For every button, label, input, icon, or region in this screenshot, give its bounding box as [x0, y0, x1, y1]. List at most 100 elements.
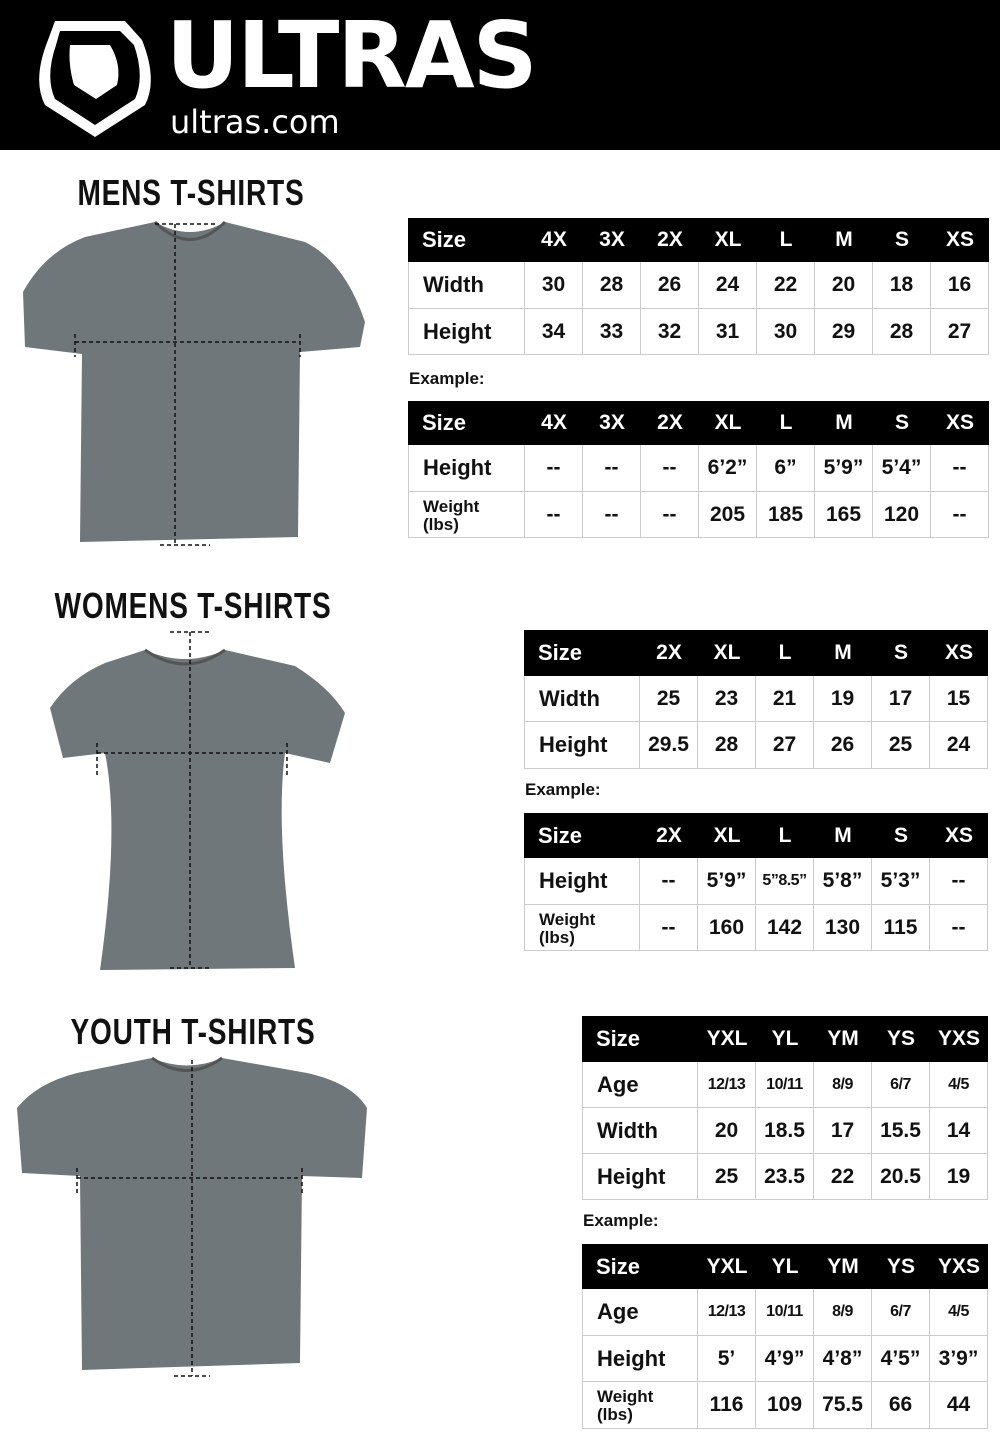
- table-row: Weight (lbs) 116 109 75.5 66 44: [582, 1382, 988, 1429]
- table-cell: 5’3”: [872, 858, 930, 904]
- womens-measure-table: Size 2X XL L M S XS Width 25 23 21 19 17 15 Height 29.5…: [524, 630, 988, 769]
- row-label: Height: [524, 858, 640, 904]
- table-row: Height -- 5’9” 5”8.5” 5’8” 5’3” --: [524, 858, 988, 905]
- brand-name: ULTRAS: [166, 2, 538, 109]
- header-size: 2X: [656, 641, 682, 664]
- table-cell: 20: [698, 1108, 756, 1153]
- header-size: XL: [713, 823, 741, 847]
- table-cell: --: [640, 905, 698, 950]
- table-cell: 116: [698, 1382, 756, 1428]
- header-size: L: [779, 228, 793, 251]
- table-cell: 44: [930, 1382, 988, 1428]
- table-cell: 18.5: [756, 1108, 814, 1153]
- table-cell: 19: [814, 676, 872, 721]
- header-label: Size: [596, 1253, 641, 1279]
- table-cell: 205: [699, 492, 757, 537]
- table-cell: 4/5: [930, 1062, 988, 1107]
- header-size: XS: [945, 228, 974, 251]
- table-cell: 32: [641, 309, 699, 354]
- table-row: Width 25 23 21 19 17 15: [524, 676, 988, 722]
- mens-shirt-image: [23, 220, 365, 546]
- womens-example-label: Example:: [525, 780, 601, 799]
- table-cell: 4’9”: [756, 1336, 814, 1381]
- header-size: S: [894, 228, 909, 251]
- table-cell: 160: [698, 905, 756, 950]
- table-cell: 8/9: [814, 1062, 872, 1107]
- header-size: L: [778, 641, 792, 664]
- table-cell: 10/11: [756, 1289, 814, 1335]
- youth-example-label: Example:: [583, 1211, 659, 1230]
- table-header-row: Size YXL YL YM YS YXS: [582, 1016, 988, 1062]
- table-cell: --: [641, 445, 699, 491]
- row-label: Height: [524, 722, 640, 768]
- table-cell: 30: [525, 262, 583, 308]
- table-cell: 6/7: [872, 1062, 930, 1107]
- brand-domain: ultras.com: [170, 103, 340, 141]
- table-cell: 4’5”: [872, 1336, 930, 1381]
- row-label: Weight (lbs): [408, 492, 525, 537]
- header-size: YS: [886, 1254, 915, 1278]
- table-cell: 17: [872, 676, 930, 721]
- header-size: YXS: [937, 1254, 981, 1278]
- row-label: Width: [408, 262, 525, 308]
- header-size: YM: [827, 1254, 859, 1278]
- shield-logo-icon: [39, 21, 151, 137]
- table-cell: 17: [814, 1108, 872, 1153]
- table-cell: 130: [814, 905, 872, 950]
- header-size: YS: [886, 1027, 915, 1050]
- header-size: YL: [771, 1254, 799, 1278]
- header-size: XS: [944, 823, 973, 847]
- table-cell: 24: [930, 722, 988, 768]
- brand-banner: ULTRAS ultras.com: [0, 0, 1000, 150]
- header-size: S: [894, 411, 909, 434]
- table-cell: 27: [931, 309, 989, 354]
- header-label: Size: [422, 410, 467, 435]
- header-label: Size: [422, 227, 467, 252]
- header-size: S: [893, 641, 908, 664]
- table-header-row: Size 2X XL L M S XS: [524, 630, 988, 676]
- table-cell: 28: [873, 309, 931, 354]
- table-cell: 6/7: [872, 1289, 930, 1335]
- header-size: YL: [771, 1027, 799, 1050]
- header-size: M: [834, 823, 852, 847]
- header-size: M: [835, 228, 853, 251]
- table-cell: 75.5: [814, 1382, 872, 1428]
- table-cell: --: [525, 445, 583, 491]
- table-cell: --: [583, 492, 641, 537]
- table-row: Height 34 33 32 31 30 29 28 27: [408, 309, 989, 355]
- table-cell: 22: [814, 1154, 872, 1199]
- table-header-row: Size YXL YL YM YS YXS: [582, 1244, 988, 1289]
- table-cell: --: [525, 492, 583, 537]
- mens-example-label: Example:: [409, 369, 485, 388]
- mens-title: MENS T-SHIRTS: [77, 172, 305, 213]
- table-header-row: Size 4X 3X 2X XL L M S XS: [408, 401, 989, 445]
- header-size: 2X: [657, 411, 683, 434]
- table-cell: 15: [930, 676, 988, 721]
- header-label: Size: [538, 640, 583, 665]
- table-cell: 29: [815, 309, 873, 354]
- header-size: M: [834, 641, 852, 664]
- header-size: M: [835, 411, 853, 434]
- table-cell: --: [930, 905, 988, 950]
- table-cell: 12/13: [698, 1062, 756, 1107]
- row-label: Weight (lbs): [524, 905, 640, 950]
- row-label: Height: [582, 1154, 698, 1199]
- table-row: Height 5’ 4’9” 4’8” 4’5” 3’9”: [582, 1336, 988, 1382]
- table-cell: 4/5: [930, 1289, 988, 1335]
- table-cell: 27: [756, 722, 814, 768]
- table-cell: 3’9”: [930, 1336, 988, 1381]
- table-cell: 4’8”: [814, 1336, 872, 1381]
- table-cell: 34: [525, 309, 583, 354]
- table-cell: 25: [872, 722, 930, 768]
- table-cell: 20.5: [872, 1154, 930, 1199]
- table-cell: 21: [756, 676, 814, 721]
- table-cell: 23.5: [756, 1154, 814, 1199]
- table-cell: 14: [930, 1108, 988, 1153]
- row-label: Age: [582, 1062, 698, 1107]
- table-cell: 19: [930, 1154, 988, 1199]
- table-cell: 10/11: [756, 1062, 814, 1107]
- table-row: Height 29.5 28 27 26 25 24: [524, 722, 988, 769]
- table-cell: 66: [872, 1382, 930, 1428]
- table-cell: 26: [641, 262, 699, 308]
